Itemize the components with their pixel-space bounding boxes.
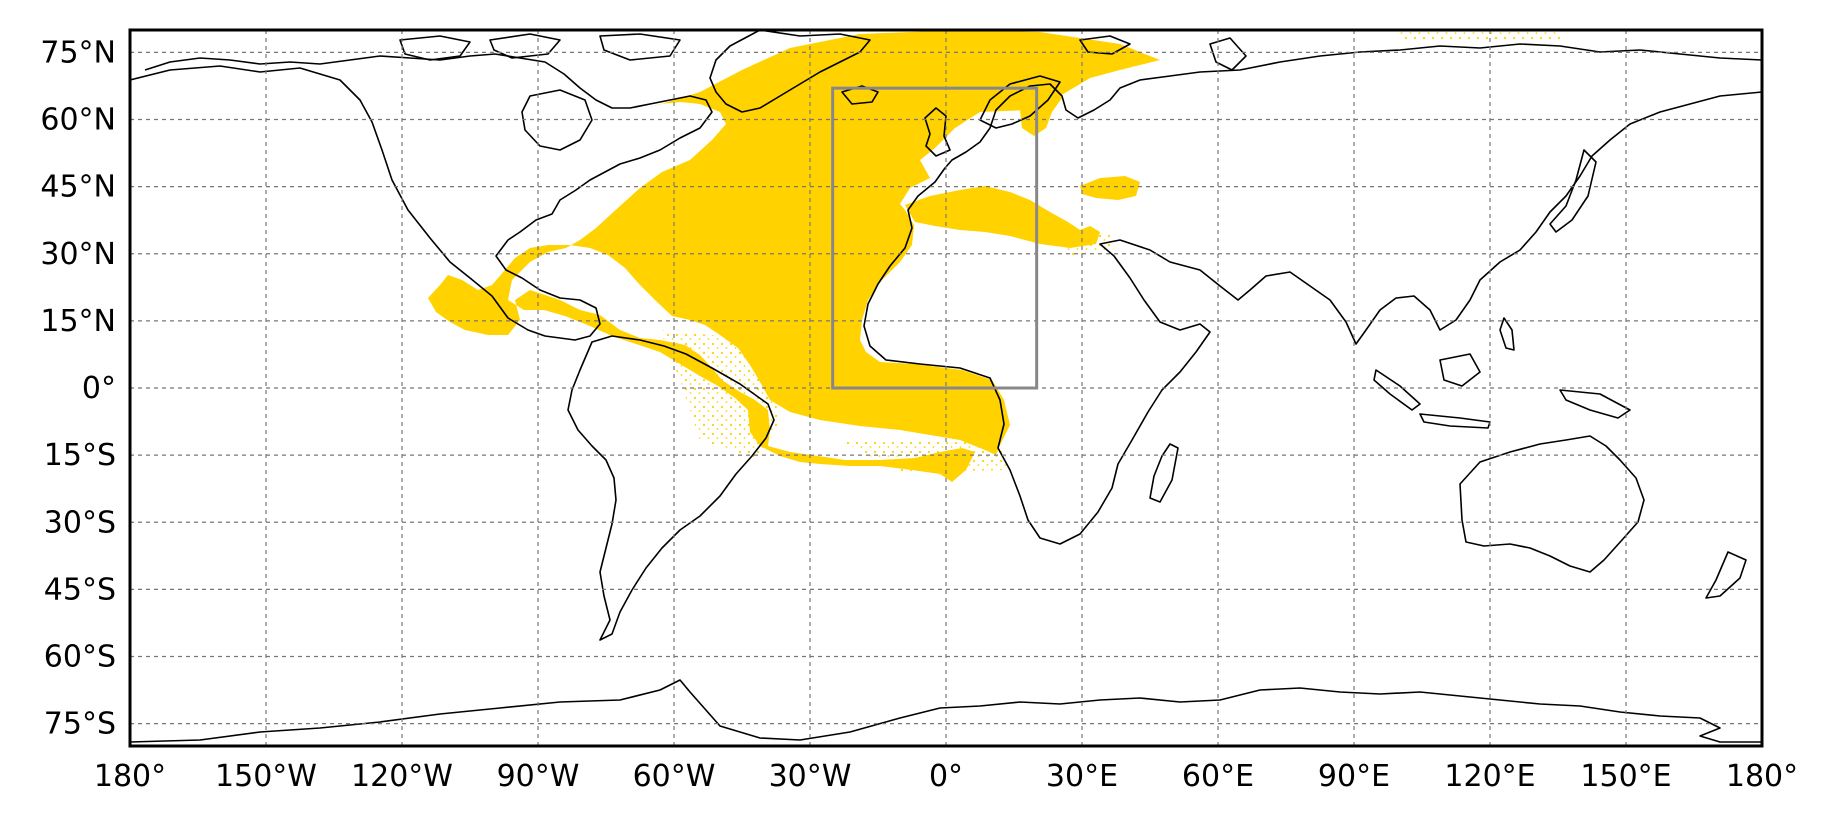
longitude-tick-label: 60°E bbox=[1182, 759, 1254, 794]
highlighted-region bbox=[428, 30, 1560, 482]
longitude-tick-label: 150°E bbox=[1580, 759, 1671, 794]
baltic-sea-highlight bbox=[1020, 90, 1062, 136]
eurasia-africa-coast bbox=[863, 43, 1762, 545]
longitude-tick-label: 90°W bbox=[497, 759, 580, 794]
britain-coast bbox=[924, 107, 951, 157]
longitude-tick-label: 60°W bbox=[633, 759, 716, 794]
longitude-tick-label: 180° bbox=[94, 759, 166, 794]
atlantic-highlight bbox=[428, 30, 1160, 482]
latitude-tick-label: 30°N bbox=[40, 237, 116, 272]
longitude-tick-label: 90°E bbox=[1318, 759, 1390, 794]
speckle-fringe bbox=[660, 30, 1560, 472]
black-sea-highlight bbox=[1080, 176, 1140, 200]
latitude-tick-label: 0° bbox=[82, 371, 116, 406]
southeast-asia-islands-coast bbox=[1373, 317, 1631, 429]
latitude-tick-label: 75°S bbox=[44, 707, 116, 742]
south-america-coast bbox=[567, 335, 775, 641]
north-america-coast bbox=[130, 53, 713, 341]
longitude-tick-label: 30°E bbox=[1046, 759, 1118, 794]
australia-coast bbox=[1459, 435, 1645, 573]
longitude-labels: 180° 150°W 120°W 90°W 60°W 30°W 0° 30°E 60°E 90°E… bbox=[94, 759, 1798, 794]
latitude-tick-label: 60°N bbox=[40, 103, 116, 138]
japan-coast bbox=[1549, 149, 1597, 233]
latitude-tick-label: 15°S bbox=[44, 438, 116, 473]
latitude-labels: 75°N 60°N 45°N 30°N 15°N 0° 15°S 30°S 45°S 60°S 75… bbox=[40, 35, 116, 741]
longitude-tick-label: 120°E bbox=[1444, 759, 1535, 794]
madagascar-coast bbox=[1149, 443, 1179, 503]
longitude-tick-label: 30°W bbox=[769, 759, 852, 794]
coastlines bbox=[130, 30, 1762, 743]
latitude-tick-label: 75°N bbox=[40, 35, 116, 70]
longitude-tick-label: 150°W bbox=[215, 759, 317, 794]
longitude-tick-label: 120°W bbox=[351, 759, 453, 794]
latitude-tick-label: 30°S bbox=[44, 505, 116, 540]
map-frame bbox=[128, 28, 1764, 748]
high-arctic-islands-coast bbox=[1079, 35, 1247, 71]
latitude-tick-label: 15°N bbox=[40, 304, 116, 339]
latitude-tick-label: 45°S bbox=[44, 572, 116, 607]
longitude-tick-label: 0° bbox=[929, 759, 963, 794]
latitude-tick-label: 60°S bbox=[44, 640, 116, 675]
antarctica-coast bbox=[130, 679, 1762, 743]
longitude-tick-label: 180° bbox=[1726, 759, 1798, 794]
hudson-bay-coast bbox=[521, 89, 593, 151]
arctic-islands-coast bbox=[399, 33, 681, 61]
domain-box bbox=[831, 86, 1039, 390]
mediterranean-highlight bbox=[905, 186, 1100, 248]
greenland-coast bbox=[709, 30, 871, 113]
scandinavia-coast bbox=[979, 75, 1061, 129]
new-zealand-coast bbox=[1705, 551, 1747, 599]
latitude-tick-label: 45°N bbox=[40, 170, 116, 205]
